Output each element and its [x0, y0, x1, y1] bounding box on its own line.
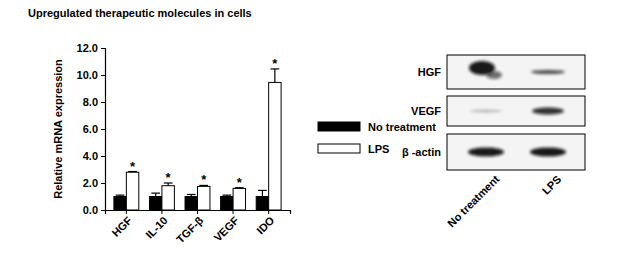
bar: [162, 186, 174, 210]
blot-band: [470, 110, 502, 113]
y-tick: 4.0: [83, 150, 105, 162]
y-tick-label: 2.0: [83, 177, 98, 189]
western-blot: HGF VEGF β -actin No treatment LPS: [402, 55, 585, 229]
y-tick-mark: [101, 75, 105, 76]
y-axis-title: Relative mRNA expression: [52, 59, 64, 199]
error-bar: [271, 69, 280, 83]
blot-row-label: VEGF: [411, 105, 441, 117]
blot-lane-label: No treatment: [445, 173, 502, 230]
y-tick: 2.0: [83, 177, 105, 189]
y-tick: 6.0: [83, 123, 105, 135]
y-tick-label: 6.0: [83, 123, 98, 135]
error-bar-cap: [222, 195, 231, 196]
blot-panel: [447, 134, 585, 170]
legend-label: LPS: [368, 143, 389, 155]
bar: [149, 197, 161, 211]
x-tick: VEGF: [211, 210, 241, 244]
bar-series: [126, 69, 281, 210]
x-axis-line: [106, 211, 291, 215]
error-bar-stem: [274, 69, 275, 83]
error-bar: [258, 190, 267, 196]
x-tick-label: IL-10: [143, 214, 170, 241]
blot-band: [530, 148, 566, 157]
bar: [256, 197, 268, 211]
bar: [126, 172, 138, 210]
significance-mark: *: [166, 170, 172, 185]
significance-mark: *: [130, 159, 136, 174]
blot-band: [468, 148, 504, 157]
y-tick-mark: [101, 210, 105, 211]
y-tick: 0.0: [83, 204, 105, 216]
y-tick-mark: [101, 48, 105, 49]
y-tick: 12.0: [77, 42, 105, 54]
y-tick: 8.0: [83, 96, 105, 108]
plot-area: [114, 69, 281, 210]
x-tick: IDO: [254, 210, 277, 236]
legend-swatch: [318, 144, 360, 153]
x-tick-label: IDO: [254, 214, 277, 237]
y-tick-mark: [101, 156, 105, 157]
legend-label: No treatment: [368, 121, 436, 133]
significance-mark: *: [237, 175, 243, 190]
error-bar-cap: [258, 190, 267, 191]
y-axis: 0.0 2.0 4.0 6.0 8.0 10.0 12.0: [77, 42, 106, 216]
error-bar: [151, 193, 160, 196]
bar: [221, 197, 233, 211]
legend-swatch: [318, 122, 360, 131]
significance-mark: *: [201, 172, 207, 187]
y-tick-label: 0.0: [83, 204, 98, 216]
error-bar-cap: [151, 193, 160, 194]
x-tick-mark: [161, 210, 162, 214]
error-bar: [187, 194, 196, 196]
y-tick-mark: [101, 102, 105, 103]
error-bar-stem: [262, 190, 263, 196]
y-axis-line: [101, 49, 106, 211]
blot-band: [486, 71, 502, 79]
y-tick-mark: [101, 129, 105, 130]
x-tick-mark: [126, 210, 127, 214]
y-tick-label: 4.0: [83, 150, 98, 162]
x-tick: TGF-β: [174, 210, 206, 245]
error-bar-cap: [187, 194, 196, 195]
bar: [185, 197, 197, 211]
error-bar: [116, 195, 125, 196]
y-tick-label: 12.0: [77, 42, 98, 54]
x-tick-mark: [233, 210, 234, 214]
bar: [269, 82, 281, 210]
y-tick: 10.0: [77, 69, 105, 81]
x-tick-label: VEGF: [211, 214, 241, 244]
significance-mark: *: [272, 56, 278, 71]
blot-panel: [447, 96, 585, 126]
blot-band: [531, 70, 565, 74]
bar: [233, 188, 245, 210]
x-tick: IL-10: [143, 210, 170, 241]
error-bar-cap: [116, 195, 125, 196]
y-tick-label: 10.0: [77, 69, 98, 81]
y-tick-mark: [101, 183, 105, 184]
y-tick-label: 8.0: [83, 96, 98, 108]
blot-row-label: β -actin: [402, 146, 441, 158]
x-tick-label: TGF-β: [174, 214, 206, 246]
x-tick-mark: [197, 210, 198, 214]
x-tick-label: HGF: [109, 214, 134, 239]
x-axis: HGF IL-10TGF-βVEGF IDO: [106, 210, 291, 245]
bar: [114, 197, 126, 211]
x-tick: HGF: [109, 210, 134, 239]
chart-title: Upregulated therapeutic molecules in cel…: [28, 7, 252, 19]
bar: [198, 186, 210, 210]
blot-lane-label: LPS: [540, 173, 564, 197]
blot-row-label: HGF: [418, 66, 442, 78]
x-tick-mark: [268, 210, 269, 214]
blot-band: [532, 108, 564, 115]
error-bar: [222, 195, 231, 196]
blot-panel: [447, 55, 585, 89]
